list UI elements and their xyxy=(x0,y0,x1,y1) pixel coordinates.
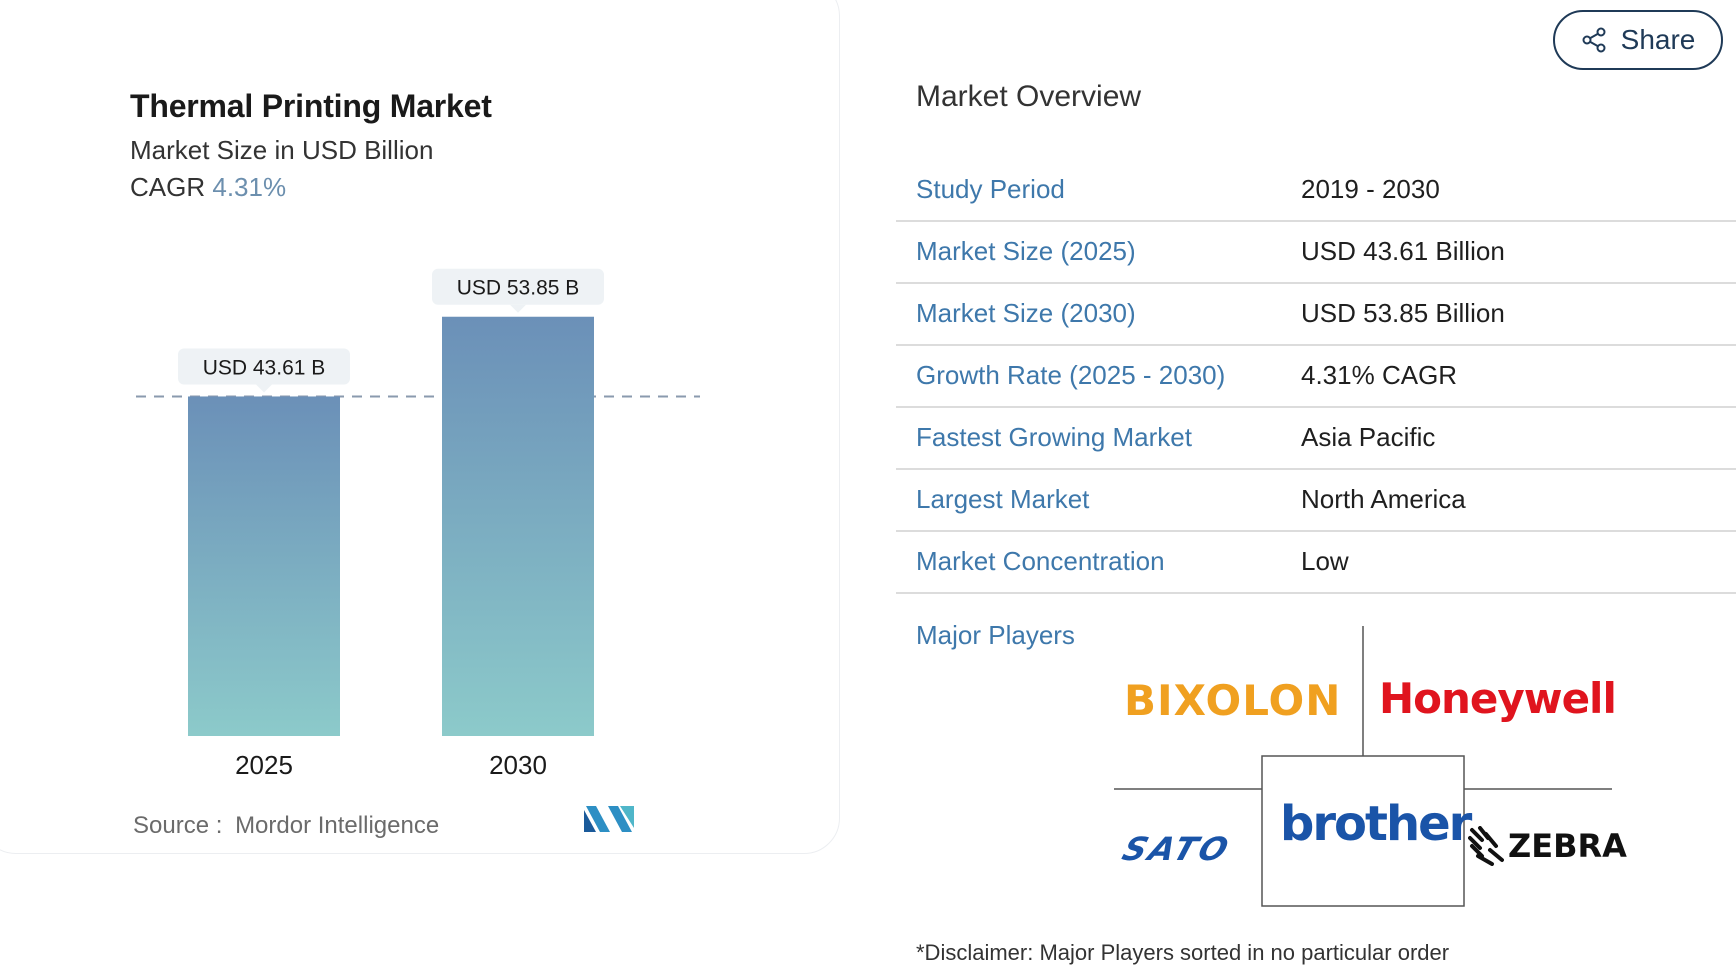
overview-value: 2019 - 2030 xyxy=(1301,174,1440,204)
overview-value: Asia Pacific xyxy=(1301,422,1436,452)
overview-value: USD 43.61 Billion xyxy=(1301,236,1505,266)
overview-table: Study Period 2019 - 2030 Market Size (20… xyxy=(896,160,1736,594)
bar-2025 xyxy=(188,396,340,736)
bar-chart: USD 43.61 B 2025 USD 53.85 B 2030 xyxy=(136,268,700,780)
overview-row: Market Concentration Low xyxy=(896,532,1736,594)
overview-key[interactable]: Study Period xyxy=(916,174,1065,204)
share-button[interactable]: Share xyxy=(1553,10,1723,70)
data-label: USD 53.85 B xyxy=(457,277,580,300)
overview-key[interactable]: Market Size (2030) xyxy=(916,298,1136,328)
cagr-value: 4.31% xyxy=(212,172,287,202)
overview-value: 4.31% CAGR xyxy=(1301,360,1458,390)
overview-key[interactable]: Growth Rate (2025 - 2030) xyxy=(916,360,1226,390)
zebra-head-icon xyxy=(1468,826,1504,866)
overview-row: Market Size (2025) USD 43.61 Billion xyxy=(896,222,1736,284)
x-tick-label: 2025 xyxy=(235,750,293,780)
chart-card xyxy=(0,0,840,854)
chart-title: Thermal Printing Market xyxy=(130,88,492,124)
overview-row: Market Size (2030) USD 53.85 Billion xyxy=(896,284,1736,346)
overview-row: Growth Rate (2025 - 2030) 4.31% CAGR xyxy=(896,346,1736,408)
major-players-label[interactable]: Major Players xyxy=(916,620,1075,650)
sato-logo[interactable]: SATO xyxy=(1117,830,1236,868)
data-label-box xyxy=(178,348,350,385)
cagr-line: CAGR 4.31% xyxy=(130,172,286,203)
overview-key[interactable]: Largest Market xyxy=(916,484,1090,514)
honeywell-logo[interactable]: Honeywell xyxy=(1379,674,1617,723)
x-tick-label: 2030 xyxy=(489,750,547,780)
bixolon-logo[interactable]: BIXOLON xyxy=(1124,676,1342,725)
disclaimer: *Disclaimer: Major Players sorted in no … xyxy=(916,940,1450,965)
overview-key[interactable]: Market Concentration xyxy=(916,546,1165,576)
data-label: USD 43.61 B xyxy=(203,356,326,379)
zebra-logo[interactable]: ZEBRA xyxy=(1468,826,1627,866)
share-label: Share xyxy=(1620,24,1696,55)
overview-key[interactable]: Fastest Growing Market xyxy=(916,422,1192,452)
overview-row: Largest Market North America xyxy=(896,470,1736,532)
brother-logo[interactable]: brother xyxy=(1280,796,1472,852)
data-label-pointer xyxy=(510,304,526,313)
chart-subtitle: Market Size in USD Billion xyxy=(130,135,434,165)
data-label-box xyxy=(432,268,604,305)
overview-value: North America xyxy=(1301,484,1466,514)
mordor-logo-icon xyxy=(584,806,634,832)
overview-title: Market Overview xyxy=(916,80,1142,113)
overview-row: Fastest Growing Market Asia Pacific xyxy=(896,408,1736,470)
cagr-label: CAGR xyxy=(130,172,206,202)
chart-source: Source : Mordor Intelligence xyxy=(133,812,439,840)
bar-2030 xyxy=(442,316,594,736)
source-label: Source : xyxy=(133,812,223,839)
share-icon xyxy=(1582,27,1606,53)
overview-value: Low xyxy=(1301,546,1349,576)
zebra-wordmark: ZEBRA xyxy=(1508,827,1627,865)
data-label-pointer xyxy=(256,384,272,393)
overview-value: USD 53.85 Billion xyxy=(1301,298,1505,328)
source-name: Mordor Intelligence xyxy=(235,812,440,839)
overview-row: Study Period 2019 - 2030 xyxy=(896,160,1736,222)
overview-key[interactable]: Market Size (2025) xyxy=(916,236,1136,266)
